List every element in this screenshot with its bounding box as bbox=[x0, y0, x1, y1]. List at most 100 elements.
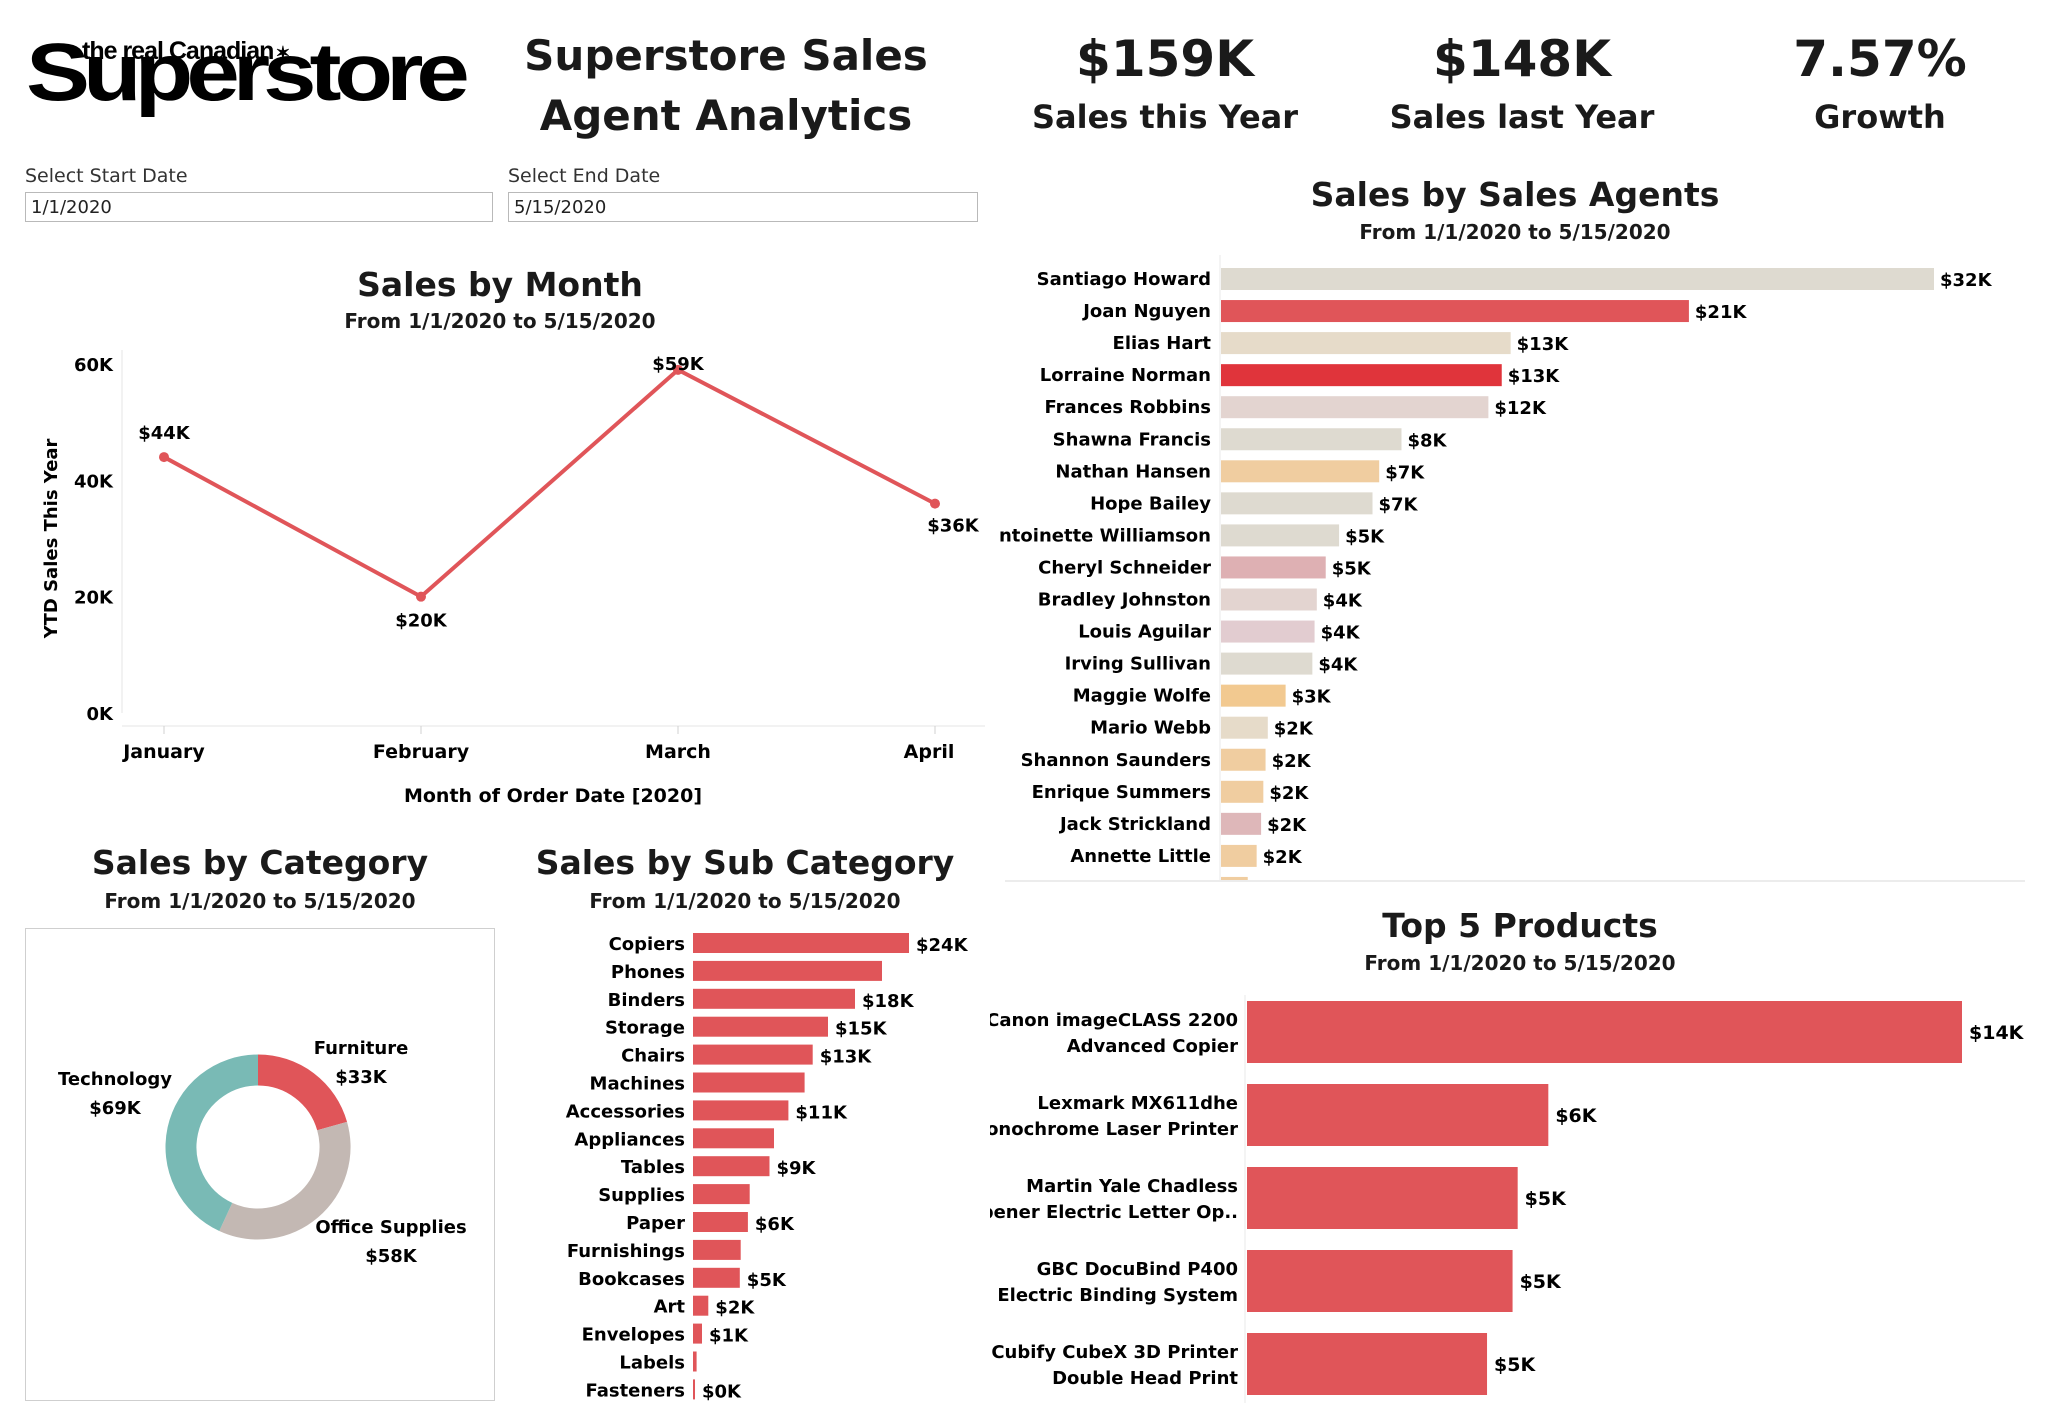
end-date-label: Select End Date bbox=[508, 165, 661, 187]
subcategory-name-label: Envelopes bbox=[582, 1325, 685, 1346]
product-name-label: Electric Binding System bbox=[997, 1285, 1238, 1306]
agent-bar bbox=[1221, 300, 1689, 323]
category-value-label: $33K bbox=[335, 1067, 388, 1088]
data-point bbox=[930, 498, 940, 509]
x-tick-label: January bbox=[121, 741, 205, 763]
subcategory-name-label: Fasteners bbox=[585, 1380, 685, 1401]
agent-name-label: Santiago Howard bbox=[1037, 269, 1211, 290]
x-tick-label: April bbox=[904, 741, 955, 763]
agent-bar bbox=[1221, 268, 1934, 290]
y-tick-label: 0K bbox=[87, 704, 115, 725]
y-axis-title: YTD Sales This Year bbox=[41, 438, 62, 639]
subcategory-value-label: $11K bbox=[795, 1102, 848, 1123]
category-name-label: Office Supplies bbox=[315, 1217, 466, 1238]
subcategory-bar bbox=[693, 1351, 697, 1372]
agent-name-label: Enrique Summers bbox=[1032, 782, 1211, 803]
kpi-growth-value: 7.57% bbox=[1793, 30, 1967, 88]
agent-bar bbox=[1221, 684, 1286, 707]
x-tick-label: February bbox=[373, 741, 470, 763]
month-line-chart: 0K 20K 40K 60K YTD Sales This Year $44K Januar… bbox=[41, 350, 985, 807]
agent-value-label: $13K bbox=[1508, 366, 1561, 387]
agent-name-label: Cheryl Schneider bbox=[1038, 557, 1211, 578]
category-name-label: Furniture bbox=[314, 1038, 409, 1059]
logo-wordmark: Superstore bbox=[26, 26, 470, 118]
category-slice bbox=[165, 1054, 259, 1231]
category-chart-subtitle: From 1/1/2020 to 5/15/2020 bbox=[104, 889, 416, 913]
agent-value-label: $4K bbox=[1323, 591, 1363, 612]
subcategory-name-label: Bookcases bbox=[578, 1269, 685, 1290]
subcategory-bar bbox=[693, 1295, 709, 1316]
end-date-input[interactable] bbox=[508, 192, 978, 222]
agent-name-label: Nathan Hansen bbox=[1055, 461, 1211, 482]
agent-name-label: Lorraine Norman bbox=[1040, 365, 1211, 386]
month-chart-subtitle: From 1/1/2020 to 5/15/2020 bbox=[344, 309, 656, 333]
category-name-label: Technology bbox=[58, 1069, 172, 1090]
x-axis-title: Month of Order Date [2020] bbox=[404, 785, 702, 807]
subcategory-value-label: $5K bbox=[747, 1270, 787, 1291]
subcategory-bar bbox=[693, 933, 909, 953]
data-label: $59K bbox=[652, 354, 705, 375]
agent-name-label: Louis Aguilar bbox=[1078, 622, 1211, 643]
agent-value-label: $2K bbox=[1267, 815, 1307, 836]
kpi-growth-label: Growth bbox=[1814, 98, 1946, 136]
category-value-label: $69K bbox=[89, 1098, 142, 1119]
product-name-label: Monochrome Laser Printer bbox=[990, 1119, 1238, 1140]
agent-bar bbox=[1221, 844, 1257, 867]
agent-name-label: Hope Bailey bbox=[1090, 493, 1211, 514]
agent-value-label: $4K bbox=[1318, 655, 1358, 676]
agent-name-label: Bradley Johnston bbox=[1038, 590, 1211, 611]
agent-value-label: $2K bbox=[1272, 751, 1312, 772]
agent-name-label: Jack Strickland bbox=[1058, 814, 1211, 835]
month-chart-title: Sales by Month bbox=[357, 265, 643, 304]
agent-bar bbox=[1221, 716, 1268, 739]
subcategory-bar bbox=[693, 1184, 750, 1205]
agent-name-label: Maggie Wolfe bbox=[1073, 686, 1211, 707]
subcategory-bar bbox=[693, 1239, 741, 1260]
subcategory-bar bbox=[693, 1072, 805, 1093]
subcategory-chart-subtitle: From 1/1/2020 to 5/15/2020 bbox=[589, 889, 901, 913]
agents-chart-viewport[interactable]: Santiago Howard $32K Joan Nguyen $21K Elias … bbox=[1000, 255, 2030, 880]
category-slice bbox=[219, 1121, 351, 1240]
subcategory-bar bbox=[693, 1044, 813, 1065]
agent-value-label: $2K bbox=[1263, 847, 1303, 868]
kpi-sales-this-year-value: $159K bbox=[1076, 30, 1254, 88]
subcategory-name-label: Tables bbox=[621, 1157, 685, 1178]
agents-chart-title: Sales by Sales Agents bbox=[1310, 175, 1720, 214]
products-chart-title: Top 5 Products bbox=[1382, 906, 1658, 945]
agent-bar bbox=[1221, 556, 1326, 579]
agents-bar-chart: Santiago Howard $32K Joan Nguyen $21K Elias … bbox=[1000, 255, 1993, 880]
agent-bar bbox=[1221, 588, 1317, 611]
subcategory-chart-title: Sales by Sub Category bbox=[535, 843, 955, 882]
start-date-input[interactable] bbox=[25, 192, 493, 222]
product-bar bbox=[1247, 1250, 1513, 1312]
subcategory-value-label: $24K bbox=[916, 935, 969, 956]
data-label: $44K bbox=[138, 423, 191, 444]
subcategory-bar bbox=[693, 1212, 748, 1232]
subcategory-name-label: Labels bbox=[619, 1353, 685, 1374]
subcategory-bar bbox=[693, 960, 882, 981]
agent-name-label: Joan Nguyen bbox=[1081, 301, 1211, 322]
start-date-label: Select Start Date bbox=[25, 165, 188, 187]
product-bar bbox=[1247, 1001, 1962, 1063]
subcategory-value-label: $1K bbox=[709, 1326, 749, 1347]
subcategory-name-label: Accessories bbox=[566, 1101, 685, 1122]
agent-name-label: Mario Webb bbox=[1090, 718, 1211, 739]
agents-chart-subtitle: From 1/1/2020 to 5/15/2020 bbox=[1359, 220, 1671, 244]
product-value-label: $5K bbox=[1494, 1354, 1536, 1376]
y-tick-label: 40K bbox=[74, 471, 114, 492]
subcategory-name-label: Storage bbox=[605, 1018, 685, 1039]
agent-bar bbox=[1221, 780, 1264, 803]
product-value-label: $5K bbox=[1525, 1188, 1567, 1210]
category-value-label: $58K bbox=[365, 1246, 418, 1267]
y-tick-label: 60K bbox=[74, 355, 114, 376]
agent-name-label: Antoinette Williamson bbox=[1000, 525, 1211, 546]
subcategory-name-label: Machines bbox=[590, 1074, 685, 1095]
agent-name-label: Shannon Saunders bbox=[1021, 750, 1211, 771]
subcategory-value-label: $0K bbox=[702, 1381, 742, 1402]
agent-value-label: $8K bbox=[1407, 430, 1447, 451]
agent-bar bbox=[1221, 524, 1340, 547]
product-bar bbox=[1247, 1167, 1518, 1229]
product-name-label: GBC DocuBind P400 bbox=[1037, 1259, 1238, 1280]
sales-line bbox=[163, 367, 936, 599]
subcategory-name-label: Copiers bbox=[609, 934, 685, 955]
